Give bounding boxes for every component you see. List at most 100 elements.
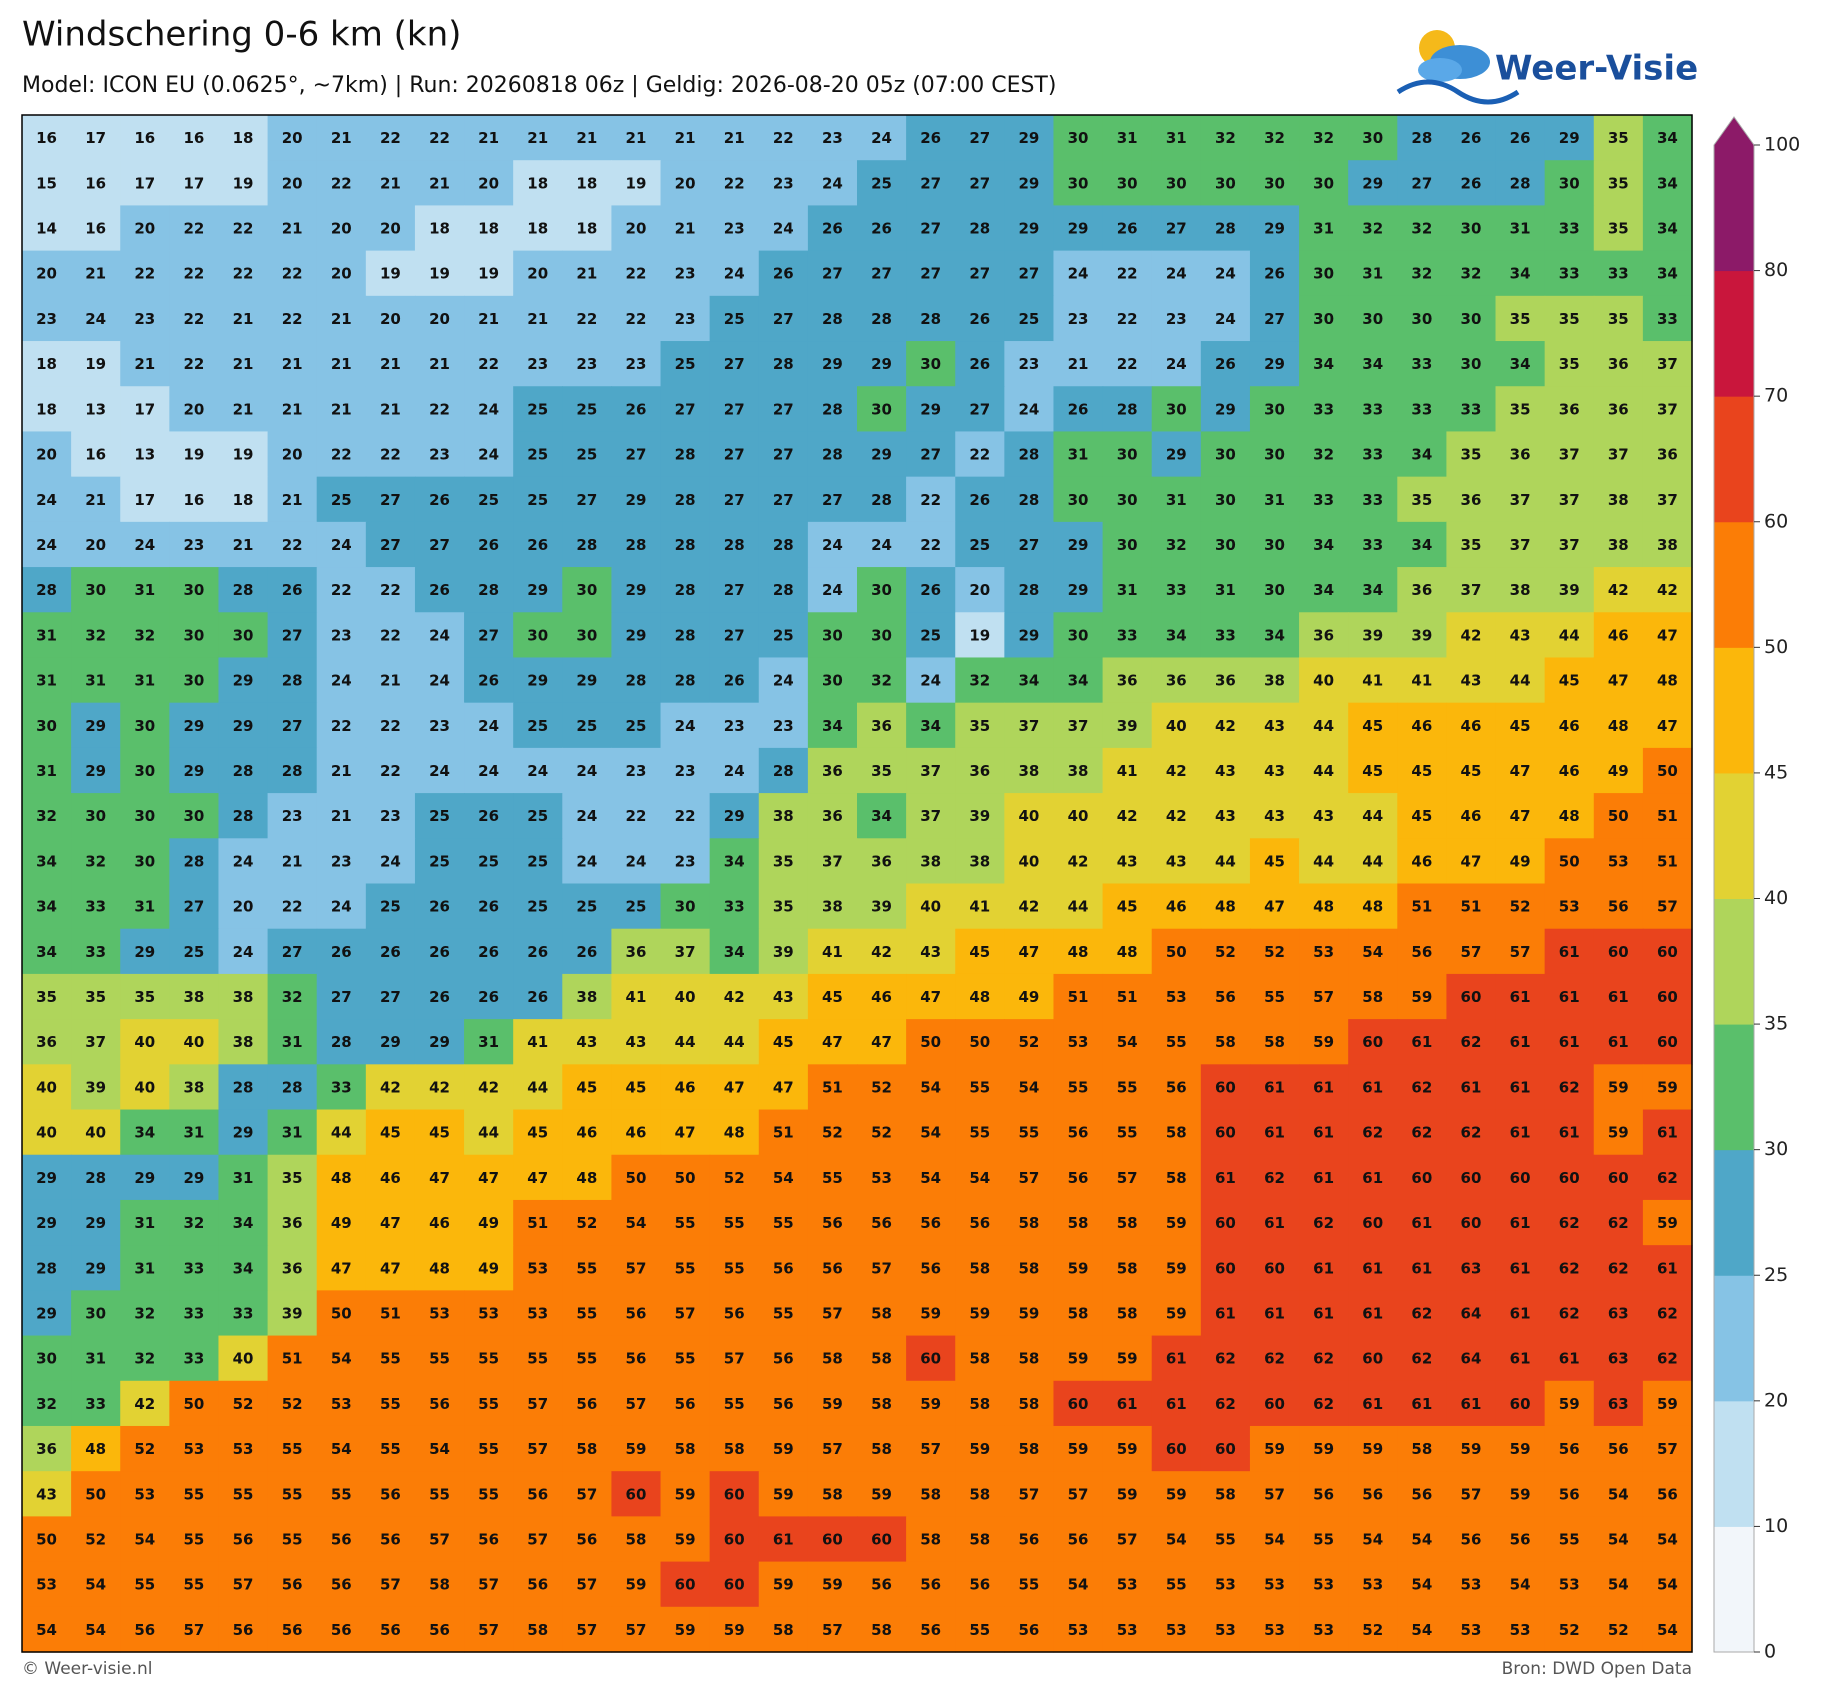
cell-value: 45: [1411, 762, 1432, 780]
cell-value: 21: [675, 129, 696, 147]
cell-value: 47: [1264, 898, 1285, 916]
cell-value: 26: [527, 988, 548, 1006]
cell-value: 21: [527, 310, 548, 328]
cell-value: 60: [1215, 1440, 1236, 1458]
cell-value: 18: [429, 220, 450, 238]
cell-value: 19: [969, 626, 990, 644]
cell-value: 62: [1657, 1169, 1678, 1187]
cell-value: 24: [429, 672, 450, 690]
cell-value: 28: [773, 536, 794, 554]
cell-value: 61: [1411, 1214, 1432, 1232]
value-cell: [1249, 838, 1300, 885]
cell-value: 22: [626, 310, 647, 328]
cell-value: 21: [380, 174, 401, 192]
value-cell: [1642, 115, 1693, 161]
cell-value: 21: [380, 355, 401, 373]
cell-value: 43: [1215, 762, 1236, 780]
value-cell: [464, 883, 514, 930]
cell-value: 18: [527, 220, 548, 238]
cell-value: 45: [1559, 672, 1580, 690]
value-cell: [71, 883, 121, 930]
cell-value: 56: [871, 1576, 892, 1594]
cell-value: 27: [773, 446, 794, 464]
cell-value: 55: [233, 1485, 254, 1503]
value-cell: [71, 476, 121, 523]
cell-value: 52: [1510, 898, 1531, 916]
cell-value: 41: [1362, 672, 1383, 690]
cell-value: 51: [527, 1214, 548, 1232]
value-cell: [1642, 747, 1693, 794]
cell-value: 61: [1411, 1395, 1432, 1413]
cell-value: 17: [183, 174, 204, 192]
value-cell: [857, 1109, 907, 1156]
cell-value: 31: [1117, 581, 1138, 599]
value-cell: [1151, 250, 1202, 297]
value-cell: [1053, 386, 1104, 433]
cell-value: 51: [380, 1304, 401, 1322]
cell-value: 51: [1411, 898, 1432, 916]
value-cell: [1004, 476, 1055, 523]
value-cell: [1544, 521, 1595, 568]
cell-value: 32: [85, 852, 106, 870]
cell-value: 45: [1411, 807, 1432, 825]
cell-value: 46: [1411, 852, 1432, 870]
logo-cloud: [1418, 58, 1462, 82]
cell-value: 21: [331, 310, 352, 328]
cell-value: 43: [36, 1485, 57, 1503]
value-cell: [218, 250, 269, 297]
cell-value: 26: [969, 491, 990, 509]
cell-value: 26: [1215, 355, 1236, 373]
cell-value: 25: [429, 852, 450, 870]
cell-value: 62: [1362, 1124, 1383, 1142]
value-cell: [1004, 567, 1055, 613]
cell-value: 27: [969, 174, 990, 192]
cell-value: 34: [1657, 220, 1678, 238]
value-cell: [22, 567, 72, 613]
value-cell: [218, 386, 269, 433]
value-cell: [1544, 295, 1595, 342]
value-cell: [1151, 1109, 1202, 1156]
cell-value: 55: [576, 1350, 597, 1368]
cell-value: 22: [773, 129, 794, 147]
value-cell: [1495, 115, 1546, 161]
cell-value: 43: [576, 1033, 597, 1051]
value-cell: [1200, 657, 1251, 704]
value-cell: [807, 928, 858, 975]
value-cell: [758, 973, 809, 1020]
cell-value: 28: [282, 762, 303, 780]
cell-value: 60: [1264, 1395, 1285, 1413]
value-cell: [1053, 838, 1104, 885]
value-cell: [660, 612, 711, 659]
value-cell: [365, 657, 416, 704]
value-cell: [1053, 928, 1104, 975]
cell-value: 37: [920, 807, 941, 825]
cell-value: 63: [1608, 1395, 1629, 1413]
value-cell: [611, 928, 662, 975]
cell-value: 61: [1362, 1259, 1383, 1277]
value-cell: [1200, 838, 1251, 885]
cell-value: 38: [183, 988, 204, 1006]
cell-value: 29: [1018, 220, 1039, 238]
value-cell: [169, 747, 220, 794]
value-cell: [1593, 747, 1644, 794]
cell-value: 58: [822, 1485, 843, 1503]
cell-value: 47: [822, 1033, 843, 1051]
value-cell: [1593, 115, 1644, 161]
cell-value: 26: [478, 898, 499, 916]
cell-value: 59: [675, 1530, 696, 1548]
cell-value: 26: [478, 672, 499, 690]
cell-value: 55: [282, 1485, 303, 1503]
cell-value: 60: [724, 1530, 745, 1548]
value-cell: [464, 521, 514, 568]
cell-value: 33: [85, 943, 106, 961]
cell-value: 48: [1117, 943, 1138, 961]
value-cell: [660, 431, 711, 478]
cell-value: 56: [920, 1214, 941, 1232]
cell-value: 61: [1313, 1078, 1334, 1096]
cell-value: 57: [1657, 898, 1678, 916]
cell-value: 36: [1559, 400, 1580, 418]
value-cell: [1397, 793, 1448, 839]
cell-value: 25: [626, 717, 647, 735]
cell-value: 31: [36, 626, 57, 644]
cell-value: 29: [1362, 174, 1383, 192]
